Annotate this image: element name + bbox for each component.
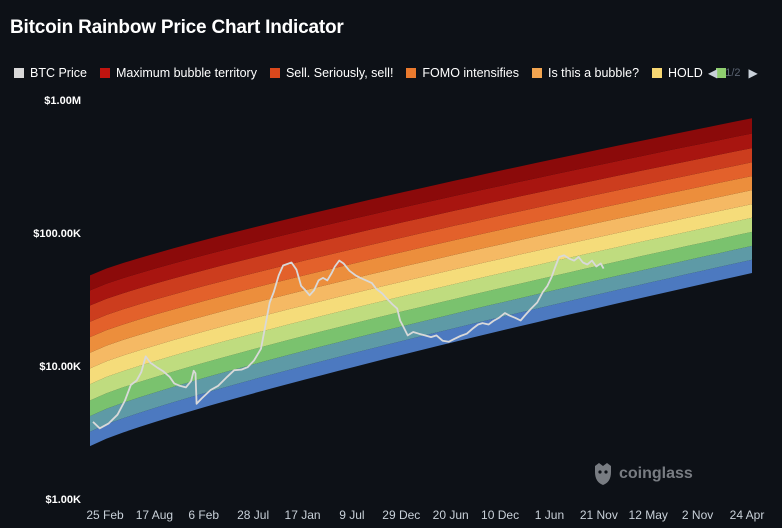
rainbow-band xyxy=(90,259,752,447)
btc-price-line xyxy=(92,254,605,430)
x-tick-label: 21 Nov xyxy=(580,508,618,522)
watermark: coinglass xyxy=(592,462,693,486)
rainbow-band xyxy=(90,162,752,338)
legend-label: Maximum bubble territory xyxy=(115,66,257,80)
legend-label: HOLD xyxy=(668,66,703,80)
y-tick-label: $10.00K xyxy=(39,361,81,373)
legend-swatch xyxy=(652,68,663,78)
legend-swatch xyxy=(531,68,542,78)
x-tick-label: 17 Jan xyxy=(285,508,321,522)
x-tick-label: 28 Jul xyxy=(237,508,269,522)
rainbow-band xyxy=(90,176,752,353)
rainbow-band xyxy=(90,148,752,322)
legend-item-sell[interactable]: Sell. Seriously, sell! xyxy=(269,66,394,80)
chevron-left-icon[interactable]: ◀ xyxy=(708,66,718,80)
legend-label: Sell. Seriously, sell! xyxy=(285,66,394,80)
x-tick-label: 10 Dec xyxy=(481,508,519,522)
rainbow-band xyxy=(90,118,752,291)
chart-legend: BTC Price Maximum bubble territory Sell.… xyxy=(14,64,745,82)
x-axis: 25 Feb 17 Aug 6 Feb 28 Jul 17 Jan 9 Jul 29 Dec… xyxy=(86,508,764,522)
legend-swatch xyxy=(269,68,280,78)
legend-item-btc-price[interactable]: BTC Price xyxy=(14,66,87,80)
legend-item-fomo[interactable]: FOMO intensifies xyxy=(406,66,519,80)
legend-swatch xyxy=(99,68,110,78)
x-tick-label: 9 Jul xyxy=(339,508,364,522)
chevron-right-icon[interactable]: ▶ xyxy=(748,66,758,80)
page-title: Bitcoin Rainbow Price Chart Indicator xyxy=(10,17,344,38)
y-tick-label: $1.00M xyxy=(44,95,81,107)
x-tick-label: 12 May xyxy=(629,508,668,522)
legend-item-hold[interactable]: HOLD xyxy=(652,66,703,80)
rainbow-band xyxy=(90,133,752,306)
x-tick-label: 24 Apr xyxy=(730,508,765,522)
y-axis: $1.00M $100.00K $10.00K $1.00K xyxy=(33,95,81,506)
btc-price-line-layer xyxy=(92,254,605,430)
rainbow-band xyxy=(90,231,752,417)
rainbow-bands xyxy=(90,118,752,447)
legend-label: FOMO intensifies xyxy=(422,66,519,80)
y-tick-label: $1.00K xyxy=(46,494,82,506)
legend-swatch xyxy=(14,68,24,78)
x-tick-label: 17 Aug xyxy=(136,508,173,522)
y-tick-label: $100.00K xyxy=(33,228,81,240)
legend-label: Is this a bubble? xyxy=(547,66,640,80)
legend-item-green[interactable] xyxy=(715,68,732,78)
x-tick-label: 29 Dec xyxy=(382,508,420,522)
x-tick-label: 6 Feb xyxy=(188,508,219,522)
watermark-text: coinglass xyxy=(619,465,693,482)
legend-item-bubble[interactable]: Is this a bubble? xyxy=(531,66,640,80)
legend-swatch xyxy=(715,68,726,78)
x-tick-label: 20 Jun xyxy=(433,508,469,522)
rainbow-band xyxy=(90,204,752,385)
legend-swatch xyxy=(406,68,417,78)
x-tick-label: 25 Feb xyxy=(86,508,124,522)
legend-page-indicator: 1/2 xyxy=(725,67,741,79)
x-tick-label: 2 Nov xyxy=(682,508,713,522)
coinglass-logo-icon xyxy=(595,463,611,485)
legend-label: BTC Price xyxy=(30,66,87,80)
legend-pagination: ◀ 1/2 ▶ xyxy=(708,64,758,82)
legend-item-maximum-bubble[interactable]: Maximum bubble territory xyxy=(99,66,257,80)
rainbow-band xyxy=(90,190,752,369)
x-tick-label: 1 Jun xyxy=(535,508,564,522)
rainbow-band xyxy=(90,245,752,432)
